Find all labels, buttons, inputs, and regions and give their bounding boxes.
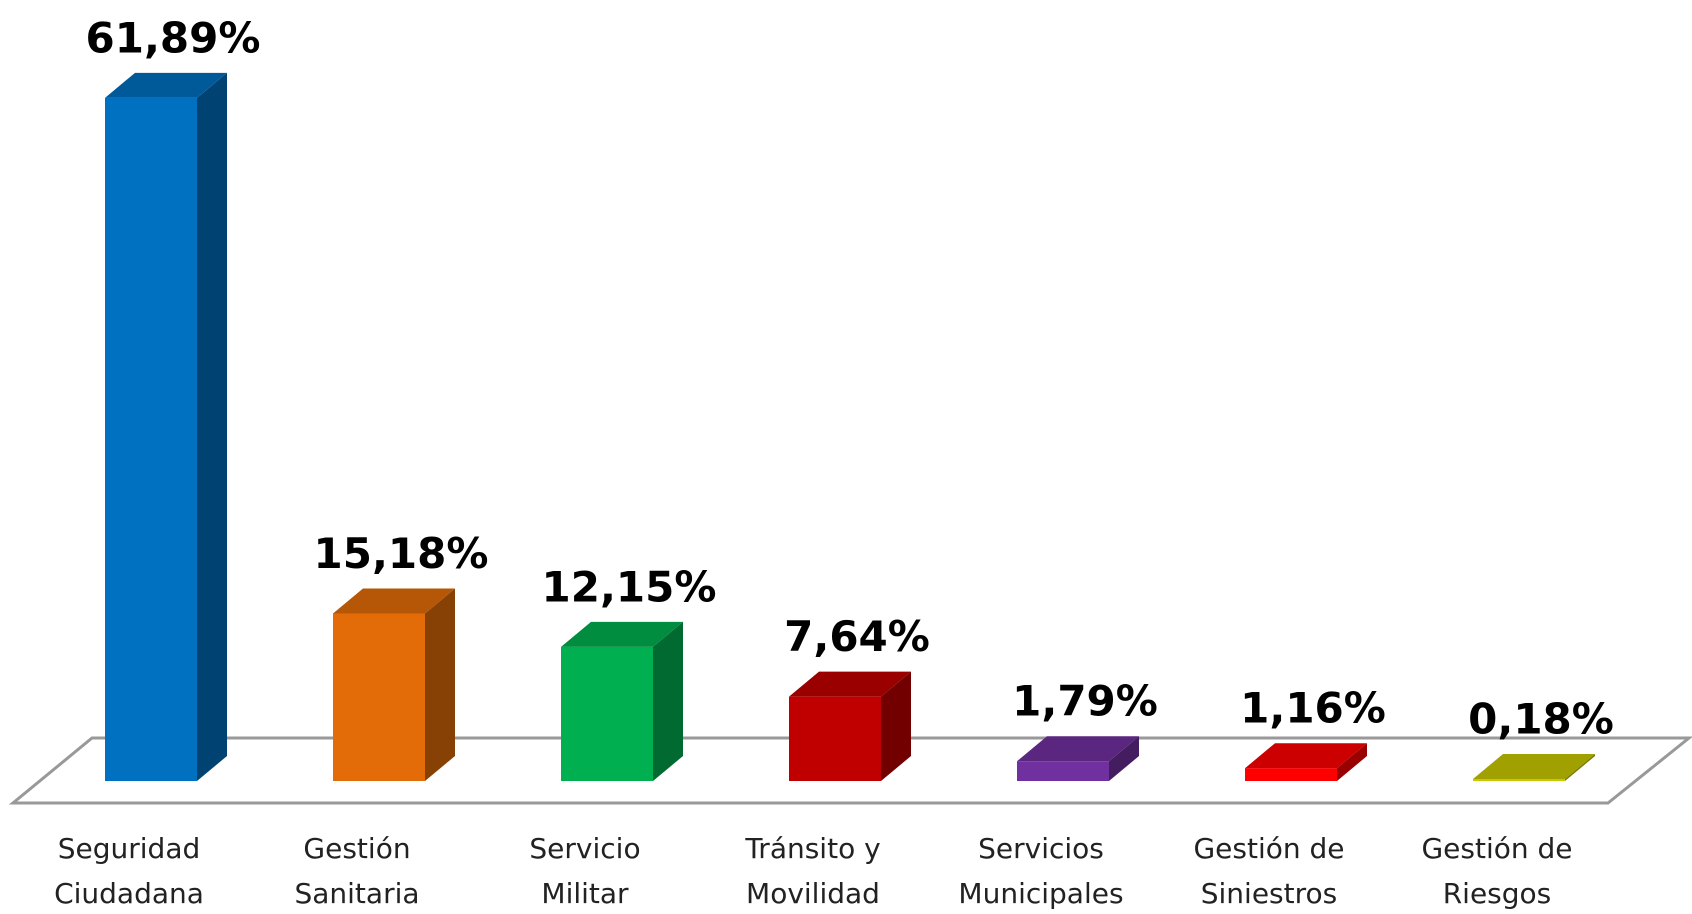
x-tick-label: Movilidad bbox=[746, 877, 880, 910]
bar bbox=[333, 613, 425, 781]
value-label: 1,79% bbox=[1012, 677, 1158, 726]
bar-side bbox=[197, 72, 227, 781]
bar-top bbox=[105, 72, 227, 98]
x-tick-label: Servicios bbox=[978, 832, 1104, 865]
x-tick-label: Riesgos bbox=[1443, 877, 1552, 910]
value-label: 61,89% bbox=[86, 13, 261, 62]
bar-top bbox=[1245, 743, 1367, 769]
x-tick-label: Ciudadana bbox=[54, 877, 204, 910]
bar bbox=[561, 646, 653, 781]
bar-side bbox=[1109, 736, 1139, 781]
bar-top bbox=[1473, 754, 1595, 780]
x-tick-label: Gestión bbox=[303, 832, 410, 865]
x-tick-label: Sanitaria bbox=[294, 877, 419, 910]
bar-side bbox=[425, 588, 455, 781]
x-tick-label: Gestión de bbox=[1421, 832, 1572, 865]
value-label: 0,18% bbox=[1468, 695, 1614, 744]
bar-side bbox=[1565, 754, 1595, 781]
bar bbox=[789, 696, 881, 781]
x-tick-label: Municipales bbox=[958, 877, 1123, 910]
bar-side bbox=[653, 621, 683, 781]
bar-side bbox=[881, 671, 911, 781]
bar-top bbox=[561, 621, 683, 647]
value-label: 7,64% bbox=[784, 612, 930, 661]
value-label: 15,18% bbox=[314, 529, 489, 578]
x-tick-label: Siniestros bbox=[1201, 877, 1338, 910]
bar bbox=[1017, 761, 1109, 781]
bar bbox=[105, 97, 197, 781]
x-tick-label: Tránsito y bbox=[744, 832, 880, 865]
value-label: 1,16% bbox=[1240, 684, 1386, 733]
bar-top bbox=[333, 588, 455, 614]
bar bbox=[1245, 768, 1337, 781]
x-tick-label: Servicio bbox=[529, 832, 640, 865]
x-tick-label: Gestión de bbox=[1193, 832, 1344, 865]
bar-top bbox=[1017, 736, 1139, 762]
bar-top bbox=[789, 671, 911, 697]
x-tick-label: Militar bbox=[541, 877, 629, 910]
value-label: 12,15% bbox=[542, 562, 717, 611]
x-tick-label: Seguridad bbox=[58, 832, 201, 865]
bar bbox=[1473, 779, 1565, 781]
bar-side bbox=[1337, 743, 1367, 781]
